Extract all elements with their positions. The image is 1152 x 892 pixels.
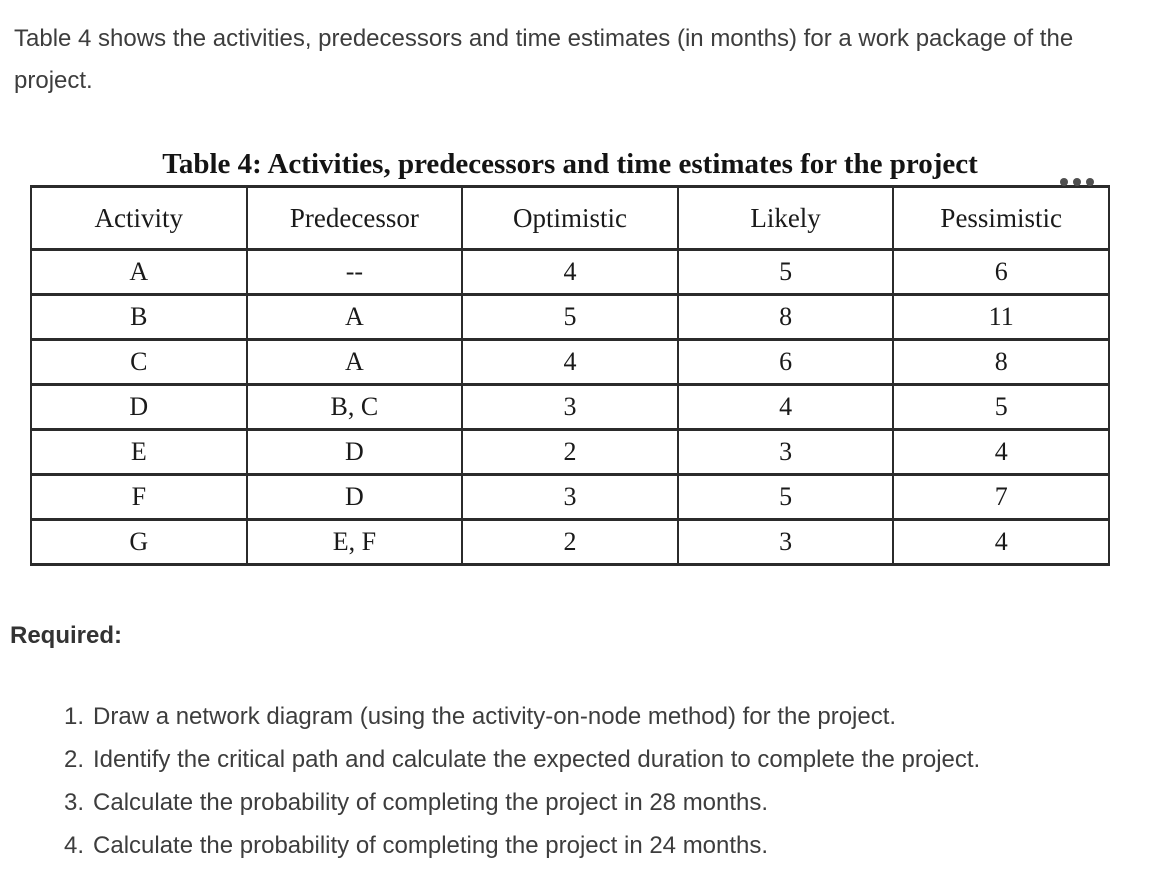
table-row: F D 3 5 7: [30, 473, 1110, 521]
table-cell: 5: [461, 293, 679, 341]
table-cell: B: [30, 293, 248, 341]
table-cell: --: [245, 248, 464, 296]
list-item: 1. Draw a network diagram (using the act…: [64, 702, 1152, 732]
table-cell: B, C: [245, 383, 464, 431]
list-item-number: 1.: [64, 703, 85, 730]
ellipsis-dot: [1086, 178, 1094, 186]
list-item-number: 3.: [64, 789, 85, 816]
list-item-number: 2.: [64, 746, 85, 773]
table-cell: D: [30, 383, 248, 431]
table-cell: C: [30, 338, 248, 386]
table-cell: 4: [676, 383, 895, 431]
list-item-text: Calculate the probability of completing …: [93, 789, 769, 816]
required-label: Required:: [10, 622, 123, 649]
list-item-text: Calculate the probability of completing …: [93, 832, 769, 859]
table-cell: 8: [892, 338, 1110, 386]
table-cell: 5: [892, 383, 1110, 431]
table-cell: 3: [461, 383, 679, 431]
table-cell: 3: [461, 473, 679, 521]
table-row: B A 5 8 11: [30, 293, 1110, 341]
table-cell: 2: [461, 428, 679, 476]
list-item: 2. Identify the critical path and calcul…: [64, 745, 1152, 775]
list-item-text: Draw a network diagram (using the activi…: [93, 703, 897, 730]
table-cell: A: [245, 293, 464, 341]
table-row: D B, C 3 4 5: [30, 383, 1110, 431]
table-row: A -- 4 5 6: [30, 248, 1110, 296]
table-cell: D: [245, 428, 464, 476]
table-row: E D 2 3 4: [30, 428, 1110, 476]
table-cell: 3: [676, 428, 895, 476]
activities-table: Activity Predecessor Optimistic Likely P…: [30, 185, 1110, 566]
list-item: 4. Calculate the probability of completi…: [64, 831, 1152, 861]
table-cell: 7: [892, 473, 1110, 521]
table-cell: E, F: [245, 518, 464, 566]
table-cell: A: [245, 338, 464, 386]
table-cell: 6: [892, 248, 1110, 296]
column-header-optimistic: Optimistic: [461, 185, 679, 251]
table-cell: 8: [676, 293, 895, 341]
table-cell: 4: [461, 338, 679, 386]
table-cell: 4: [892, 518, 1110, 566]
table-section: Table 4: Activities, predecessors and ti…: [30, 148, 1110, 566]
table-cell: 4: [461, 248, 679, 296]
list-item-text: Identify the critical path and calculate…: [93, 746, 981, 773]
table-row: G E, F 2 3 4: [30, 518, 1110, 566]
table-cell: 4: [892, 428, 1110, 476]
table-cell: D: [245, 473, 464, 521]
table-cell: 11: [892, 293, 1110, 341]
table-cell: 5: [676, 248, 895, 296]
table-cell: 5: [676, 473, 895, 521]
list-item: 3. Calculate the probability of completi…: [64, 788, 1152, 818]
table-cell: 3: [676, 518, 895, 566]
intro-paragraph: Table 4 shows the activities, predecesso…: [14, 25, 1074, 94]
ellipsis-dot: [1060, 178, 1068, 186]
table-cell: 6: [676, 338, 895, 386]
list-item-number: 4.: [64, 832, 85, 859]
table-cell: A: [30, 248, 248, 296]
column-header-predecessor: Predecessor: [245, 185, 464, 251]
table-cell: E: [30, 428, 248, 476]
ellipsis-dot: [1073, 178, 1081, 186]
table-cell: G: [30, 518, 248, 566]
table-title: Table 4: Activities, predecessors and ti…: [162, 148, 978, 180]
more-options-icon[interactable]: [1055, 178, 1094, 186]
column-header-pessimistic: Pessimistic: [892, 185, 1110, 251]
table-cell: F: [30, 473, 248, 521]
table-header-row: Activity Predecessor Optimistic Likely P…: [30, 185, 1110, 251]
table-row: C A 4 6 8: [30, 338, 1110, 386]
questions-list: 1. Draw a network diagram (using the act…: [64, 702, 1152, 861]
table-cell: 2: [461, 518, 679, 566]
column-header-likely: Likely: [676, 185, 895, 251]
column-header-activity: Activity: [30, 185, 248, 251]
